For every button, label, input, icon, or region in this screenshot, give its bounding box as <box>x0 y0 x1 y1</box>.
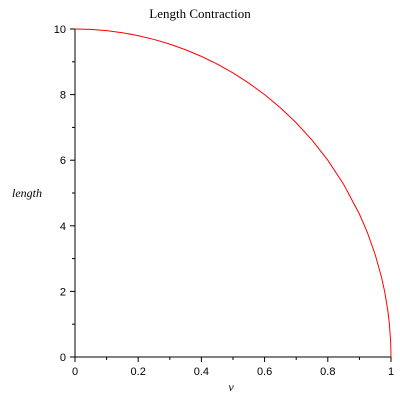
x-axis-label: v <box>228 380 234 394</box>
chart-title: Length Contraction <box>149 6 251 21</box>
y-tick-label: 4 <box>60 221 66 233</box>
x-tick-label: 0 <box>72 366 78 378</box>
y-tick-label: 10 <box>54 24 66 36</box>
x-tick-label: 0.8 <box>320 366 335 378</box>
series-group <box>74 28 392 358</box>
x-tick-label: 0.6 <box>257 366 272 378</box>
series-line-0 <box>74 28 392 358</box>
y-tick-label: 6 <box>60 155 66 167</box>
y-tick-label: 0 <box>60 352 66 364</box>
y-tick-label: 2 <box>60 286 66 298</box>
y-tick-label: 8 <box>60 90 66 102</box>
x-tick-label: 1 <box>388 366 394 378</box>
y-axis-label: length <box>12 186 42 200</box>
x-tick-label: 0.2 <box>131 366 146 378</box>
x-tick-label: 0.4 <box>194 366 209 378</box>
